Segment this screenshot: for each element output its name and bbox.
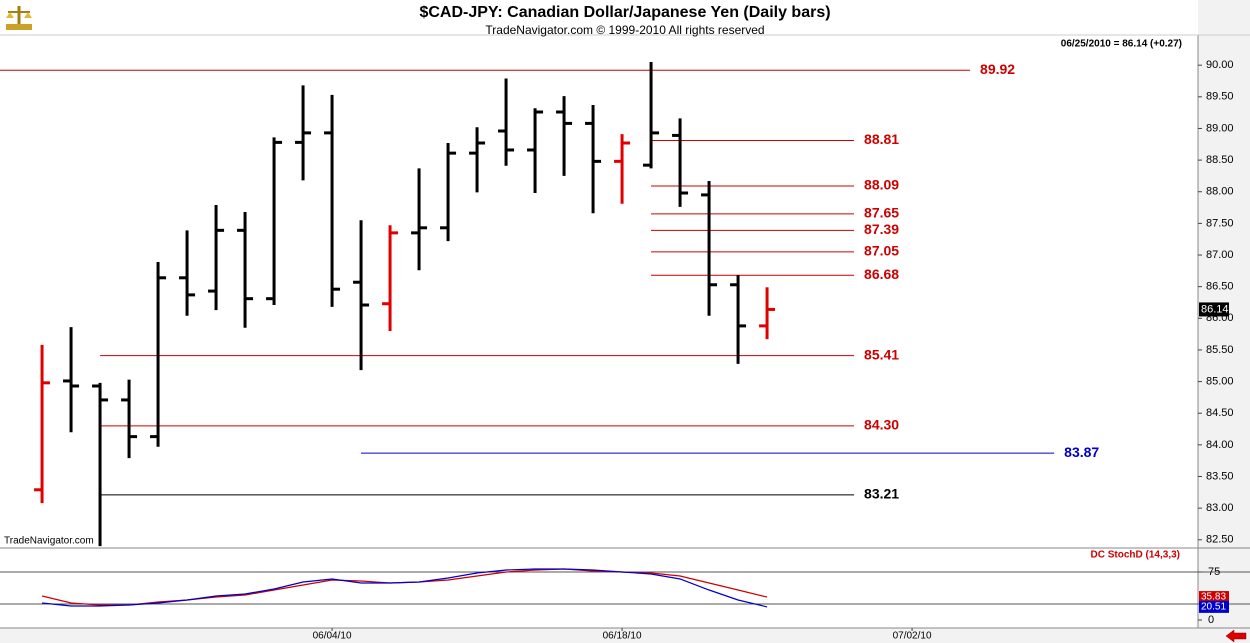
y-tick-label: 83.00: [1206, 502, 1234, 514]
indicator-title: DC StochD (14,3,3): [1091, 550, 1180, 561]
axis-background: [1198, 0, 1250, 643]
logo: [6, 6, 32, 30]
y-tick-label: 85.50: [1206, 344, 1234, 356]
level-label: 85.41: [864, 346, 899, 362]
y-tick-label: 88.00: [1206, 186, 1234, 198]
scroll-arrow[interactable]: [1225, 629, 1247, 643]
last-value-label: 35.83: [1201, 592, 1226, 603]
level-label: 87.05: [864, 243, 899, 259]
last-price-label: 86.14: [1201, 303, 1229, 315]
x-tick-label: 07/02/10: [893, 631, 932, 642]
y-tick-label: 84.00: [1206, 439, 1234, 451]
y-tick-label: 89.50: [1206, 91, 1234, 103]
last-value-label: 20.51: [1201, 602, 1226, 613]
y-tick-label: 85.00: [1206, 375, 1234, 387]
level-label: 83.21: [864, 486, 899, 502]
level-label: 87.65: [864, 205, 899, 221]
y-tick-label: 90.00: [1206, 59, 1234, 71]
level-label: 88.09: [864, 177, 899, 193]
y-tick-label: 0: [1208, 614, 1214, 626]
x-tick-label: 06/18/10: [603, 631, 642, 642]
level-label: 86.68: [864, 266, 899, 282]
y-tick-label: 84.50: [1206, 407, 1234, 419]
y-tick-label: 87.00: [1206, 249, 1234, 261]
indicator-line: [42, 568, 768, 608]
level-label: 84.30: [864, 417, 899, 433]
last-value-box: [1199, 591, 1229, 604]
y-tick-label: 83.50: [1206, 470, 1234, 482]
date-axis-background: [0, 628, 1198, 643]
y-tick-label: 89.00: [1206, 122, 1234, 134]
last-value-box: [1199, 600, 1229, 613]
indicator-line: [41, 568, 768, 606]
x-tick-label: 06/04/10: [313, 631, 352, 642]
y-tick-label: 75: [1208, 566, 1220, 578]
chart-subtitle: TradeNavigator.com © 1999-2010 All right…: [485, 23, 764, 37]
chart-title: $CAD-JPY: Canadian Dollar/Japanese Yen (…: [419, 4, 830, 21]
y-tick-label: 86.50: [1206, 281, 1234, 293]
y-tick-label: 87.50: [1206, 217, 1234, 229]
last-price-header: 06/25/2010 = 86.14 (+0.27): [1061, 39, 1182, 50]
level-label: 87.39: [864, 221, 899, 237]
y-tick-label: 88.50: [1206, 154, 1234, 166]
y-tick-label: 82.50: [1206, 534, 1234, 546]
level-label: 89.92: [980, 61, 1015, 77]
level-label: 88.81: [864, 131, 899, 147]
last-price-box: [1199, 302, 1229, 317]
level-label: 83.87: [1064, 444, 1099, 460]
watermark: TradeNavigator.com: [4, 536, 94, 547]
